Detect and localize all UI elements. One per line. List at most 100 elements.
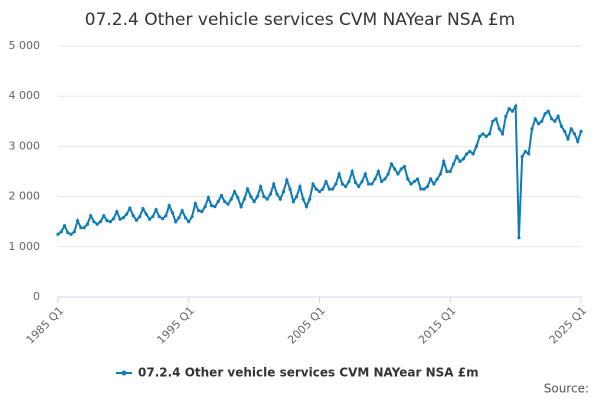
data-point — [308, 197, 312, 201]
data-point — [321, 187, 325, 191]
data-point — [102, 214, 106, 218]
data-point — [183, 216, 188, 220]
data-point — [69, 232, 73, 236]
data-point — [406, 177, 410, 181]
data-point — [510, 109, 514, 113]
data-point — [216, 200, 220, 204]
data-point — [111, 217, 116, 221]
data-point — [337, 172, 341, 176]
data-point — [471, 152, 475, 156]
data-point — [304, 205, 309, 209]
data-point — [219, 193, 224, 198]
data-point — [415, 177, 420, 181]
data-point — [128, 206, 132, 210]
data-point — [409, 182, 413, 186]
data-point — [301, 197, 305, 201]
data-point — [429, 177, 433, 181]
data-point — [481, 132, 485, 136]
data-point — [543, 112, 547, 116]
data-point — [174, 220, 178, 224]
data-point — [425, 184, 429, 189]
data-point — [366, 182, 371, 186]
data-point — [125, 212, 129, 216]
data-point — [147, 217, 152, 221]
data-point — [491, 119, 495, 123]
data-point — [190, 215, 194, 219]
data-point — [115, 210, 119, 214]
y-tick-label: 4 000 — [9, 89, 41, 102]
data-point — [553, 119, 557, 123]
data-point — [393, 167, 397, 171]
data-point — [458, 159, 462, 164]
data-point — [500, 132, 505, 136]
data-point — [268, 192, 273, 196]
data-point — [232, 189, 237, 194]
data-point — [399, 167, 403, 171]
data-point — [357, 184, 361, 189]
x-tick-label: 1985 Q1 — [24, 304, 67, 347]
data-point — [497, 127, 501, 131]
data-point — [478, 134, 482, 138]
data-point — [272, 182, 276, 186]
data-point — [464, 152, 469, 156]
data-point — [380, 179, 384, 184]
data-point — [396, 172, 400, 176]
data-point — [206, 196, 210, 200]
data-point — [262, 195, 266, 199]
data-point — [275, 192, 279, 196]
data-point — [386, 172, 390, 176]
data-point — [295, 195, 299, 199]
data-point — [118, 217, 122, 221]
data-point — [151, 215, 155, 219]
data-point — [203, 205, 207, 209]
data-point — [157, 215, 161, 219]
data-point — [517, 236, 521, 240]
data-point — [161, 217, 165, 221]
data-point — [121, 216, 125, 220]
data-point — [193, 202, 197, 206]
data-point — [196, 209, 201, 213]
data-point — [353, 180, 358, 185]
data-point — [556, 114, 560, 118]
data-point — [229, 197, 233, 201]
data-point — [239, 205, 243, 209]
y-tick-label: 1 000 — [9, 240, 41, 253]
data-point — [170, 211, 175, 215]
data-point — [164, 214, 168, 218]
data-point — [180, 209, 184, 213]
data-point — [363, 172, 367, 176]
data-point — [523, 149, 528, 154]
data-point — [242, 197, 246, 201]
data-point — [487, 132, 492, 136]
data-point — [566, 137, 570, 141]
data-point — [245, 187, 250, 191]
data-point — [213, 205, 217, 209]
data-point — [324, 179, 328, 184]
data-point — [373, 177, 377, 181]
data-point — [432, 182, 436, 186]
data-point — [448, 169, 452, 174]
data-point — [330, 187, 335, 191]
data-point — [138, 215, 142, 219]
data-point — [98, 220, 103, 224]
data-point — [350, 169, 354, 174]
data-point — [435, 177, 439, 181]
data-point — [402, 164, 407, 169]
data-point — [576, 139, 580, 143]
data-point — [533, 117, 537, 121]
data-point — [141, 207, 145, 211]
data-point — [89, 214, 93, 218]
data-point — [504, 114, 508, 118]
data-point — [131, 214, 135, 218]
data-point — [559, 124, 563, 128]
y-tick-label: 5 000 — [9, 39, 41, 52]
data-point — [572, 132, 577, 136]
data-point — [200, 210, 204, 214]
data-point — [370, 182, 374, 186]
data-point — [311, 182, 315, 186]
data-point — [344, 184, 348, 189]
data-point — [514, 104, 518, 108]
data-point — [92, 220, 96, 224]
legend-label: 07.2.4 Other vehicle services CVM NAYear… — [138, 366, 479, 380]
data-point — [419, 187, 423, 191]
